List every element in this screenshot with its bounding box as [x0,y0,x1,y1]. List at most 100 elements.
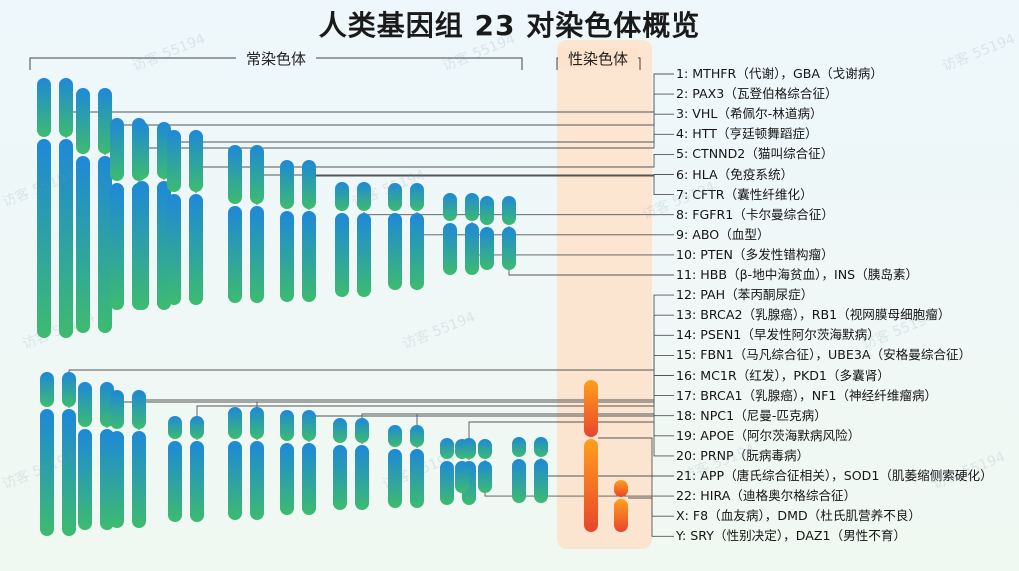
chromosome-6-p-arm [250,145,264,204]
chromosome-10-q-arm [465,223,479,275]
chromosome-9-p-arm [410,183,424,211]
chromosome-8-q-arm [335,213,349,297]
chromosome-16 [228,407,264,520]
chromosome-16-p-arm [228,407,242,439]
gene-entry-20: 20: PRNP（朊病毒病） [676,447,810,463]
chromosome-13 [78,382,114,530]
gene-entry-9: 9: ABO（血型） [676,226,770,242]
gene-entry-13: 13: BRCA2（乳腺癌），RB1（视网膜母细胞瘤） [676,307,951,323]
chromosome-18-q-arm [355,445,369,510]
chromosome-22-p-arm [455,439,469,459]
chromosome-1-q-arm [59,139,73,338]
chromosome-19-p-arm [388,425,402,447]
chromosome-14-p-arm [132,390,146,429]
chromosome-3-p-arm [110,118,124,181]
chromosome-12-p-arm [62,372,76,407]
chromosome-15-q-arm [190,441,204,522]
chromosome-11-p-arm [502,196,516,225]
chromosome-9-p-arm [388,183,402,211]
chromosome-17 [280,410,316,515]
chromosome-11-p-arm [480,196,494,225]
chromosome-10-p-arm [443,193,457,221]
gene-entry-10: 10: PTEN（多发性错构瘤） [676,246,834,262]
chromosome-19-q-arm [388,449,402,508]
page-title: 人类基因组 23 对染色体概览 [318,9,701,42]
gene-entry-X: X: F8（血友病），DMD（杜氏肌营养不良） [676,508,921,524]
chromosome-16-p-arm [250,407,264,439]
chromosome-2-q-arm [76,156,90,333]
gene-entry-12: 12: PAH（苯丙酮尿症） [676,287,814,303]
chromosome-18-p-arm [355,418,369,443]
chromosome-Y-q-arm [614,499,628,532]
chromosome-2-p-arm [98,88,112,154]
chromosome-22 [455,439,492,493]
chromosome-4-p-arm [135,122,149,179]
chromosome-8 [335,182,371,297]
chromosome-7-p-arm [302,160,316,209]
gene-entry-4: 4: HTT（亨廷顿舞蹈症） [676,126,818,142]
chromosome-8-p-arm [335,182,349,211]
chromosome-11-q-arm [480,227,494,270]
chromosome-X [584,380,598,532]
chromosome-16-q-arm [250,441,264,520]
chromosome-17-q-arm [302,443,316,515]
chromosome-6-q-arm [250,206,264,303]
gene-entry-17: 17: BRCA1（乳腺癌），NF1（神经纤维瘤病） [676,387,938,403]
chromosome-14-q-arm [132,431,146,528]
chromosome-8-p-arm [357,182,371,211]
gene-entry-19: 19: APOE（阿尔茨海默病风险） [676,427,861,443]
chromosome-15 [168,416,204,522]
chromosome-X-q-arm [584,439,598,532]
chromosome-20-p-arm [440,438,454,459]
chromosome-17-p-arm [280,410,294,441]
chromosome-22-q-arm [455,461,469,493]
gene-entry-1: 1: MTHFR（代谢），GBA（戈谢病） [676,66,883,81]
chromosome-9-q-arm [410,213,424,290]
bracket-label-bg [236,48,316,68]
chromosome-6-q-arm [228,206,242,303]
chromosome-21-q-arm [534,459,548,503]
chromosome-4 [135,122,171,310]
chromosome-10-p-arm [465,193,479,221]
leader-line-20 [468,421,674,460]
chromosome-X-p-arm [584,380,598,437]
chromosome-6-p-arm [228,145,242,204]
chromosome-22-p-arm [478,439,492,459]
chromosome-7-q-arm [280,211,294,302]
chromosome-10 [443,193,479,275]
sex-chromosome-band [557,40,652,549]
autosome-label: 常染色体 [246,50,306,68]
chromosome-5-p-arm [167,130,181,192]
chromosome-21-q-arm [512,459,526,503]
gene-entry-11: 11: HBB（β-地中海贫血），INS（胰岛素） [676,267,919,282]
chromosome-7-p-arm [280,160,294,209]
bracket-label-bg [558,48,638,68]
gene-entry-15: 15: FBN1（马凡综合征），UBE3A（安格曼综合征） [676,347,972,363]
chromosome-5-q-arm [189,194,203,305]
chromosome-4-q-arm [135,181,149,310]
chromosome-14-p-arm [110,390,124,429]
sex-chromosome-label: 性染色体 [568,50,628,68]
leader-line-Y [628,497,674,537]
chromosome-18-q-arm [333,445,347,510]
chromosome-5 [167,130,203,305]
group-brackets: 常染色体 性染色体 [29,48,641,70]
chromosome-20-q-arm [440,461,454,505]
chromosome-1-p-arm [59,78,73,137]
chromosome-15-p-arm [190,416,204,439]
chromosome-21 [512,437,548,503]
chromosome-9 [388,183,424,290]
chromosome-22-q-arm [478,461,492,493]
gene-entry-3: 3: VHL（希佩尔-林道病） [676,106,823,122]
gene-entry-2: 2: PAX3（瓦登伯格综合征） [676,86,838,102]
gene-entry-21: 21: APP（唐氏综合征相关），SOD1（肌萎缩侧索硬化） [676,468,993,483]
chromosome-19 [388,425,424,508]
gene-entry-8: 8: FGFR1（卡尔曼综合征） [676,206,835,222]
chromosome-13-p-arm [78,382,92,427]
gene-entry-14: 14: PSEN1（早发性阿尔茨海默病） [676,327,880,343]
gene-entry-6: 6: HLA（免疫系统） [676,166,794,182]
chromosome-18 [333,418,369,510]
chromosome-8-q-arm [357,213,371,297]
chromosome-3-q-arm [110,183,124,310]
